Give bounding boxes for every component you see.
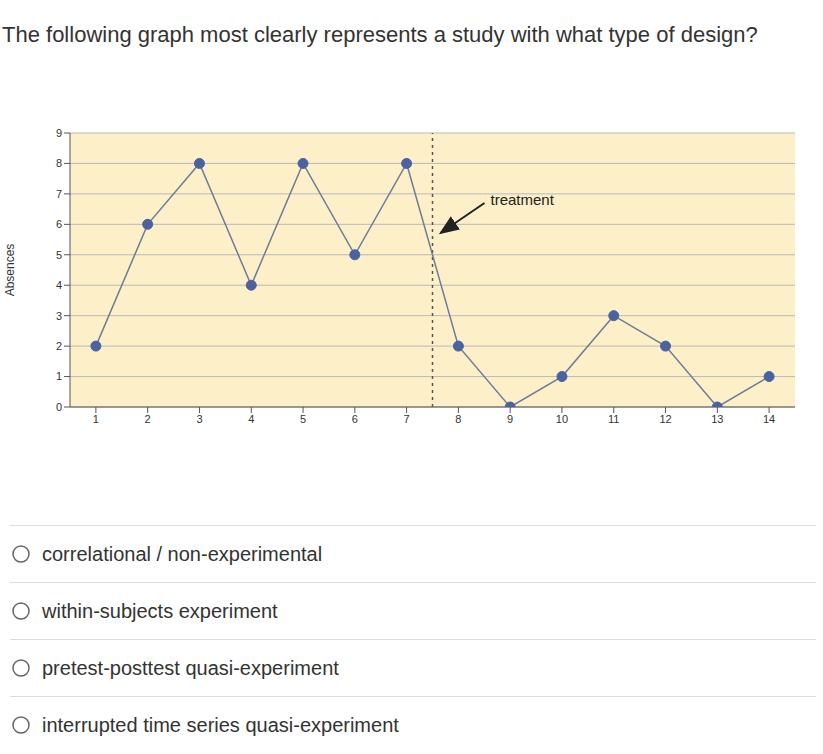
svg-text:2: 2 xyxy=(145,413,151,425)
svg-text:0: 0 xyxy=(56,401,62,413)
svg-text:5: 5 xyxy=(56,249,62,261)
html-text:The following graph most clear: The following graph most clearly represe… xyxy=(2,22,758,47)
svg-text:10: 10 xyxy=(556,413,568,425)
svg-text:12: 12 xyxy=(659,413,671,425)
svg-text:7: 7 xyxy=(56,188,62,200)
svg-text:1: 1 xyxy=(56,370,62,382)
svg-text:2: 2 xyxy=(56,340,62,352)
svg-text:4: 4 xyxy=(248,413,254,425)
svg-text:14: 14 xyxy=(763,413,775,425)
html-text:pretest-posttest quasi-experim: pretest-posttest quasi-experiment xyxy=(42,656,339,679)
svg-text:9: 9 xyxy=(507,413,513,425)
svg-text:5: 5 xyxy=(300,413,306,425)
svg-text:6: 6 xyxy=(56,218,62,230)
svg-text:Absences: Absences xyxy=(8,244,17,297)
svg-text:4: 4 xyxy=(56,279,62,291)
svg-text:8: 8 xyxy=(56,157,62,169)
svg-text:11: 11 xyxy=(608,413,619,425)
svg-text:6: 6 xyxy=(352,413,358,425)
svg-text:3: 3 xyxy=(56,310,62,322)
html-text:interrupted time series quasi-: interrupted time series quasi-experiment xyxy=(42,713,399,736)
svg-text:7: 7 xyxy=(404,413,410,425)
svg-text:9: 9 xyxy=(56,127,62,139)
html-text:within-subjects experiment: within-subjects experiment xyxy=(42,599,278,622)
svg-text:1: 1 xyxy=(93,413,99,425)
html-text:correlational / non-experiment: correlational / non-experimental xyxy=(42,542,323,565)
svg-text:3: 3 xyxy=(196,413,202,425)
svg-text:13: 13 xyxy=(711,413,723,425)
svg-text:8: 8 xyxy=(455,413,461,425)
svg-text:treatment: treatment xyxy=(491,191,555,208)
